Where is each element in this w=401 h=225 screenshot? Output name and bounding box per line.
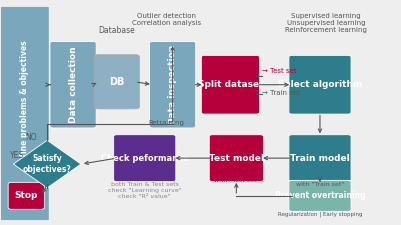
Text: Check peformance: Check peformance bbox=[101, 154, 189, 163]
FancyBboxPatch shape bbox=[50, 41, 96, 128]
Text: Database: Database bbox=[99, 26, 135, 35]
FancyBboxPatch shape bbox=[289, 135, 351, 182]
Text: Select algorithm: Select algorithm bbox=[278, 80, 362, 89]
FancyBboxPatch shape bbox=[201, 55, 259, 114]
FancyBboxPatch shape bbox=[150, 41, 196, 128]
Text: Satisfy
objectives?: Satisfy objectives? bbox=[23, 154, 71, 174]
Text: Stop: Stop bbox=[14, 191, 38, 200]
FancyBboxPatch shape bbox=[0, 6, 49, 221]
Text: DB: DB bbox=[109, 77, 125, 87]
FancyBboxPatch shape bbox=[209, 135, 263, 182]
Text: YES: YES bbox=[10, 151, 24, 160]
Text: Data collection: Data collection bbox=[69, 46, 77, 123]
FancyBboxPatch shape bbox=[289, 55, 351, 114]
Text: Data inspection: Data inspection bbox=[168, 45, 177, 125]
Text: Test model: Test model bbox=[209, 154, 264, 163]
Polygon shape bbox=[13, 140, 81, 188]
FancyBboxPatch shape bbox=[8, 182, 45, 209]
FancyBboxPatch shape bbox=[114, 135, 176, 182]
Text: NO: NO bbox=[25, 133, 37, 142]
Text: Prevent overtraining: Prevent overtraining bbox=[275, 191, 365, 200]
FancyBboxPatch shape bbox=[94, 55, 140, 109]
Text: Define problems & objectives: Define problems & objectives bbox=[20, 41, 28, 168]
Text: Train model: Train model bbox=[290, 154, 350, 163]
Text: Split dataset: Split dataset bbox=[198, 80, 263, 89]
Text: Supervised learning
Unsupervised learning
Reinforcement learning: Supervised learning Unsupervised learnin… bbox=[285, 13, 367, 33]
Text: → Test set: → Test set bbox=[262, 68, 297, 74]
Text: Outlier detection
Correlation analysis: Outlier detection Correlation analysis bbox=[132, 13, 201, 26]
FancyBboxPatch shape bbox=[289, 180, 351, 211]
Text: Retraining: Retraining bbox=[149, 120, 184, 126]
Text: with "Test set": with "Test set" bbox=[214, 178, 259, 183]
Text: both Train & Test sets
check "Learning curve"
check "R² value": both Train & Test sets check "Learning c… bbox=[108, 182, 182, 198]
Text: with "Train set": with "Train set" bbox=[296, 182, 344, 187]
Text: → Train set: → Train set bbox=[262, 90, 300, 96]
Text: Regularization | Early stopping: Regularization | Early stopping bbox=[278, 212, 362, 217]
